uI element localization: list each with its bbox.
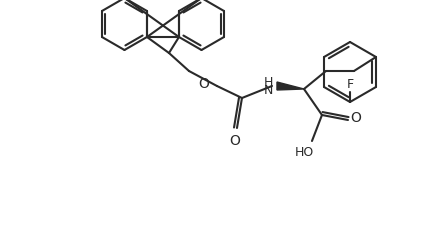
Text: HO: HO [295, 146, 314, 160]
Text: O: O [351, 111, 361, 125]
Polygon shape [277, 82, 304, 90]
Text: F: F [346, 78, 354, 91]
Text: N: N [264, 85, 273, 98]
Text: O: O [230, 134, 241, 148]
Text: H: H [264, 75, 273, 89]
Text: O: O [198, 77, 209, 91]
